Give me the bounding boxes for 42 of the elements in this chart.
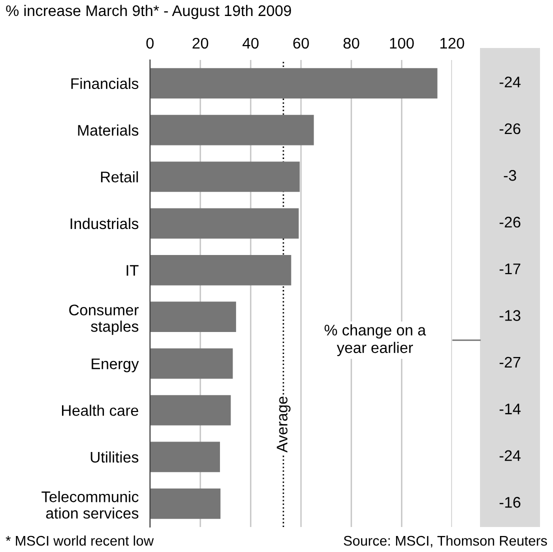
text: -24: [500, 450, 521, 461]
bar: [150, 114, 314, 146]
source-note: Source: MSCI, Thomson Reuters: [344, 536, 547, 548]
y-tick-label: Energy: [92, 358, 139, 372]
text: -17: [500, 264, 520, 274]
x-tick-label: 100: [390, 38, 414, 49]
y-tick-label: IT: [126, 265, 139, 276]
bar: [150, 348, 233, 379]
text: -13: [500, 310, 520, 321]
text: -14: [500, 404, 521, 414]
y-tick-label: Materials: [78, 124, 138, 136]
x-tick-label: 120: [440, 38, 464, 49]
x-tick-label: 0: [146, 38, 154, 49]
text: * MSCI world recent low: [6, 536, 154, 546]
bar: [150, 254, 292, 286]
y-tick-label: Health care: [62, 404, 138, 416]
text: -27: [500, 356, 520, 368]
x-tick-label: 60: [293, 38, 309, 49]
text: -3: [504, 170, 516, 181]
bar: [150, 162, 300, 192]
y-tick-label: Financials: [71, 78, 138, 90]
x-tick-label: 20: [192, 38, 208, 49]
annotation: % change on a year earlier: [324, 324, 426, 356]
y-tick-label: Utilities: [90, 451, 138, 463]
y-tick-label: Telecommunic ation services: [42, 490, 138, 519]
bar: [150, 208, 299, 239]
y-tick-label: Consumer staples: [69, 304, 139, 335]
bar: [150, 442, 220, 472]
text: -26: [500, 216, 520, 228]
bar: [150, 68, 438, 99]
bar: [150, 395, 231, 426]
text: -24: [500, 76, 521, 88]
chart-title: % increase March 9th* - August 19th 2009: [6, 4, 292, 20]
ref-line-label: Average: [276, 396, 291, 453]
text: -26: [500, 123, 520, 134]
bar: [150, 488, 220, 519]
x-tick-label: 40: [242, 38, 259, 49]
text: -16: [500, 496, 520, 508]
y-tick-label: Retail: [101, 171, 138, 182]
x-tick-label: 80: [344, 38, 360, 49]
bar: [150, 302, 236, 332]
y-tick-label: Industrials: [70, 218, 138, 230]
